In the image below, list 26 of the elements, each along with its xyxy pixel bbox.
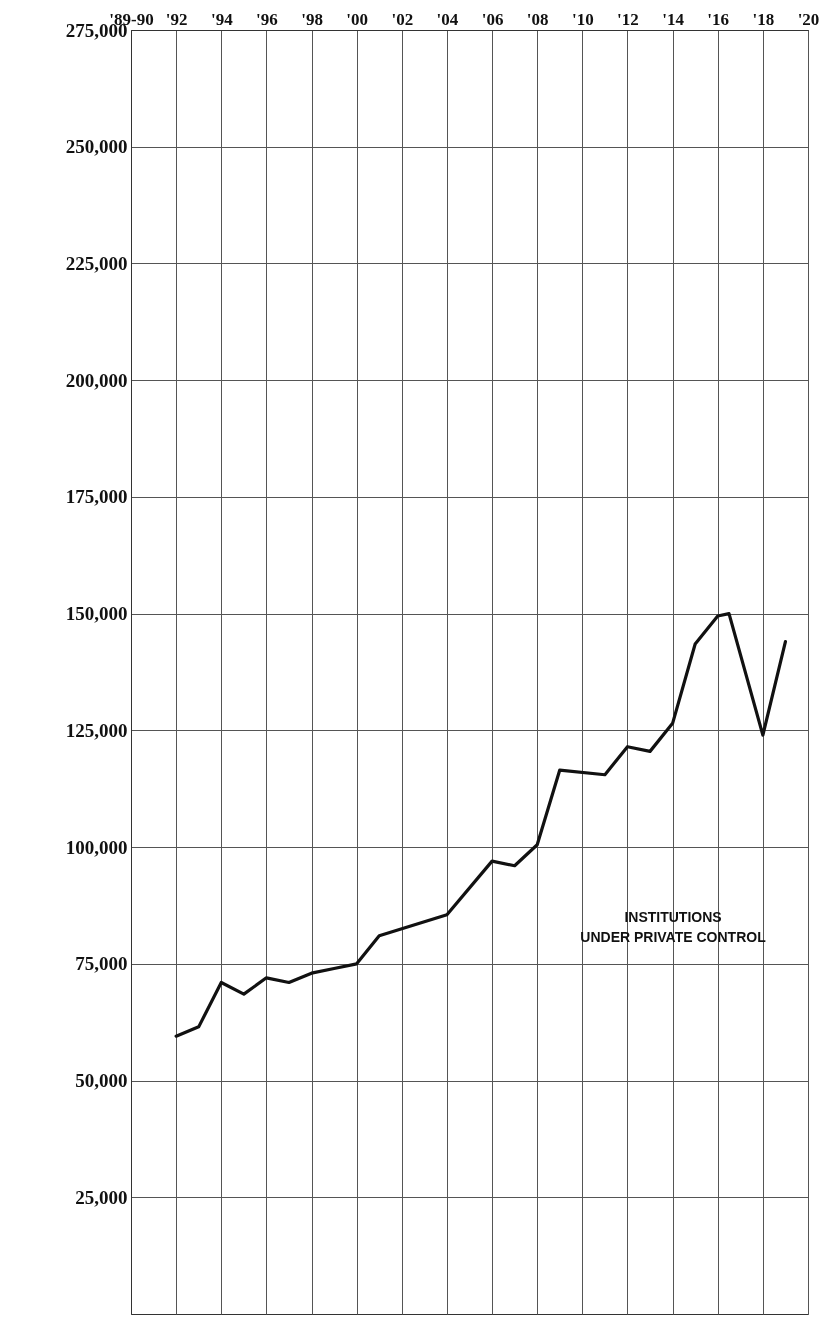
x-tick-label: '08 xyxy=(526,9,549,29)
x-tick-label: '02 xyxy=(391,9,414,29)
y-tick-label: 225,000 xyxy=(65,252,128,274)
x-tick-label: '14 xyxy=(662,9,685,29)
x-tick-label: '00 xyxy=(346,9,369,29)
y-tick-label: 125,000 xyxy=(65,719,128,741)
x-tick-label: '16 xyxy=(707,9,730,29)
line-series xyxy=(174,612,788,1038)
x-tick-label: '96 xyxy=(256,9,278,29)
y-tick-label: 50,000 xyxy=(75,1070,128,1092)
x-tick-label: '12 xyxy=(617,9,639,29)
x-tick-label: '10 xyxy=(571,9,594,29)
x-tick-label: '06 xyxy=(481,9,504,29)
x-tick-label: '98 xyxy=(301,9,323,29)
y-tick-label: 75,000 xyxy=(75,953,128,975)
y-tick-label: 200,000 xyxy=(65,369,128,391)
x-tick-label: '04 xyxy=(436,9,459,29)
x-tick-label: '92 xyxy=(165,9,188,29)
x-tick-label: '94 xyxy=(210,9,234,29)
x-tick-label: '20 xyxy=(797,9,819,29)
y-tick-label: 175,000 xyxy=(65,486,128,508)
y-tick-label: 25,000 xyxy=(75,1186,128,1208)
y-tick-label: 100,000 xyxy=(65,836,128,858)
y-tick-label: 150,000 xyxy=(65,603,128,625)
y-tick-label: 250,000 xyxy=(65,136,128,158)
x-tick-label: '18 xyxy=(752,9,775,29)
